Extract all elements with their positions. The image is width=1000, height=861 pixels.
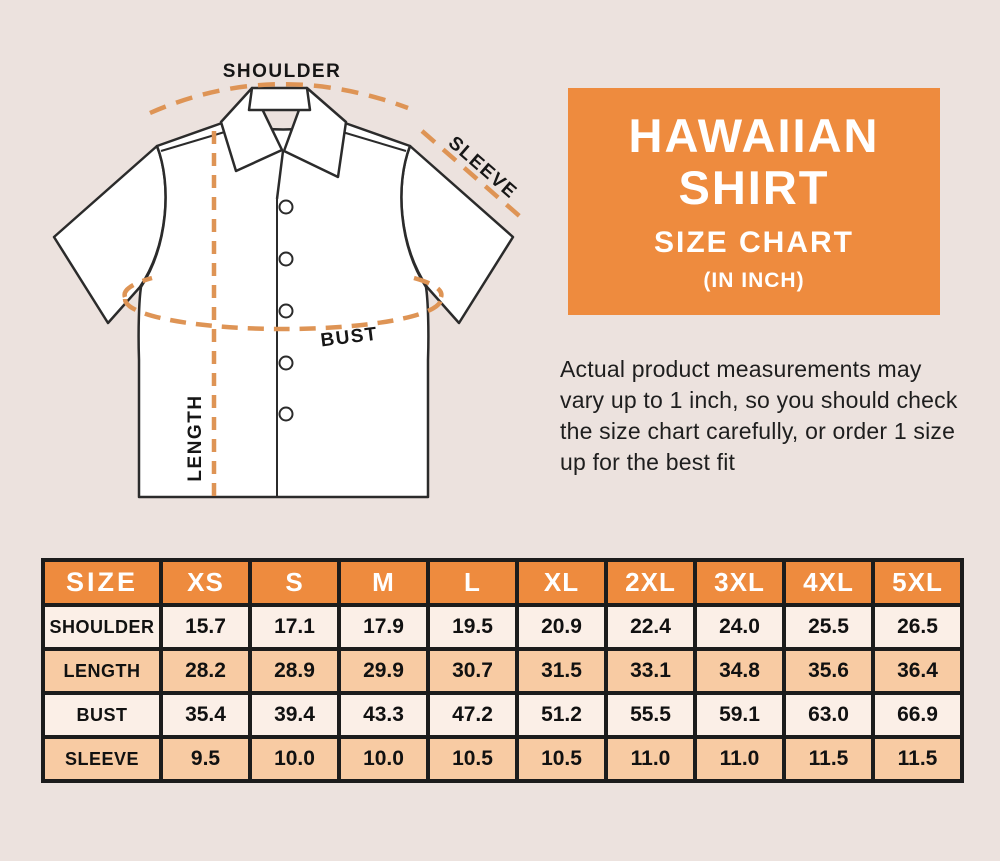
size-cell: 17.9	[337, 603, 430, 651]
size-cell: 15.7	[159, 603, 252, 651]
measurement-guides	[122, 81, 526, 497]
size-cell: 29.9	[337, 647, 430, 695]
size-table: SIZE XS S M L XL 2XL 3XL 4XL 5XL SHOULDE…	[41, 558, 964, 783]
size-cell: 30.7	[426, 647, 519, 695]
size-cell: 36.4	[871, 647, 964, 695]
row-label: SLEEVE	[41, 735, 163, 783]
title-unit: (IN INCH)	[703, 268, 805, 292]
title-line-1: HAWAIIAN	[628, 109, 880, 163]
size-cell: 19.5	[426, 603, 519, 651]
size-cell: 31.5	[515, 647, 608, 695]
table-row-sleeve: SLEEVE 9.5 10.0 10.0 10.5 10.5 11.0 11.0…	[41, 735, 964, 783]
column-header-3xl: 3XL	[693, 558, 786, 607]
size-cell: 11.0	[693, 735, 786, 783]
length-guide-label: LENGTH	[185, 394, 206, 481]
size-cell: 11.0	[604, 735, 697, 783]
size-cell: 10.0	[337, 735, 430, 783]
column-header-l: L	[426, 558, 519, 607]
size-cell: 11.5	[782, 735, 875, 783]
shirt-collar	[219, 86, 348, 200]
size-cell: 55.5	[604, 691, 697, 739]
row-label: BUST	[41, 691, 163, 739]
size-cell: 43.3	[337, 691, 430, 739]
size-cell: 11.5	[871, 735, 964, 783]
bust-guide-bottom	[122, 298, 444, 332]
shirt-measurement-diagram: SHOULDER SLEEVE BUST LENGTH	[52, 61, 526, 499]
size-cell: 35.6	[782, 647, 875, 695]
size-cell: 63.0	[782, 691, 875, 739]
row-label: LENGTH	[41, 647, 163, 695]
size-cell: 9.5	[159, 735, 252, 783]
column-header-size: SIZE	[41, 558, 163, 607]
size-cell: 20.9	[515, 603, 608, 651]
bust-guide-top-right	[413, 275, 444, 298]
shoulder-guide-label: SHOULDER	[223, 61, 342, 82]
column-header-xs: XS	[159, 558, 252, 607]
size-cell: 28.2	[159, 647, 252, 695]
title-box: HAWAIIAN SHIRT SIZE CHART (IN INCH)	[568, 88, 940, 315]
title-subtitle: SIZE CHART	[654, 225, 854, 259]
column-header-4xl: 4XL	[782, 558, 875, 607]
column-header-5xl: 5XL	[871, 558, 964, 607]
size-cell: 25.5	[782, 603, 875, 651]
table-row-shoulder: SHOULDER 15.7 17.1 17.9 19.5 20.9 22.4 2…	[41, 603, 964, 651]
size-cell: 17.1	[248, 603, 341, 651]
size-cell: 10.0	[248, 735, 341, 783]
column-header-xl: XL	[515, 558, 608, 607]
size-cell: 35.4	[159, 691, 252, 739]
sleeve-guide	[420, 129, 526, 222]
size-cell: 24.0	[693, 603, 786, 651]
title-line-2: SHIRT	[678, 161, 830, 214]
size-cell: 66.9	[871, 691, 964, 739]
size-cell: 28.9	[248, 647, 341, 695]
size-cell: 34.8	[693, 647, 786, 695]
size-cell: 10.5	[515, 735, 608, 783]
table-row-length: LENGTH 28.2 28.9 29.9 30.7 31.5 33.1 34.…	[41, 647, 964, 695]
row-label: SHOULDER	[41, 603, 163, 651]
shirt-seams	[160, 130, 407, 497]
shirt-buttons	[278, 199, 294, 422]
size-cell: 10.5	[426, 735, 519, 783]
size-cell: 33.1	[604, 647, 697, 695]
size-cell: 39.4	[248, 691, 341, 739]
size-cell: 51.2	[515, 691, 608, 739]
shoulder-guide	[149, 81, 409, 116]
measurement-note: Actual product measurements may vary up …	[560, 356, 958, 475]
size-cell: 47.2	[426, 691, 519, 739]
size-cell: 22.4	[604, 603, 697, 651]
column-header-m: M	[337, 558, 430, 607]
table-row-bust: BUST 35.4 39.4 43.3 47.2 51.2 55.5 59.1 …	[41, 691, 964, 739]
size-cell: 59.1	[693, 691, 786, 739]
bust-guide-top-left	[122, 275, 153, 298]
size-cell: 26.5	[871, 603, 964, 651]
column-header-2xl: 2XL	[604, 558, 697, 607]
column-header-s: S	[248, 558, 341, 607]
header-row: SIZE XS S M L XL 2XL 3XL 4XL 5XL	[41, 558, 964, 607]
